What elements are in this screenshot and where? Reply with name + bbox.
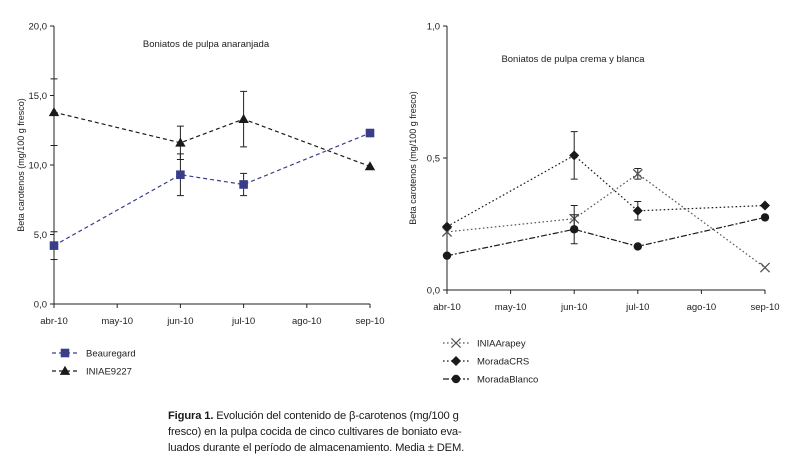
left-chart-y-tick-label: 5,0: [34, 230, 47, 241]
left-chart-legend-label: INIAE9227: [86, 367, 132, 378]
right-chart-legend-label: INIAArapey: [477, 339, 526, 350]
left-chart-y-tick-label: 10,0: [29, 161, 48, 172]
left-chart-legend-entry: Beauregard: [52, 349, 136, 360]
left-chart-legend-entry: INIAE9227: [52, 365, 132, 378]
right-chart-data-point: [441, 226, 453, 237]
left-chart-data-point: [49, 241, 59, 250]
left-chart-x-tick-label: abr-10: [40, 316, 67, 327]
right-chart-data-point: [632, 168, 643, 179]
left-chart-title: Boniatos de pulpa anaranjada: [143, 39, 270, 50]
right-chart-y-label: Beta carotenos (mg/100 g fresco): [408, 91, 418, 225]
right-chart-series-line: [446, 173, 766, 269]
left-chart-x-tick-label: sep-10: [355, 316, 384, 327]
left-chart-legend-marker: [59, 365, 71, 375]
left-chart-series-line: [53, 111, 371, 167]
left-chart-y-tick-label: 20,0: [29, 22, 48, 33]
right-chart-data-point: [442, 251, 452, 260]
left-chart-x-tick-label: jun-10: [166, 316, 193, 327]
right-chart-data-point: [633, 242, 642, 251]
left-chart-data-point: [364, 161, 376, 171]
left-chart-y-label: Beta carotenos (mg/100 g fresco): [16, 98, 26, 232]
left-chart-series-line: [53, 132, 371, 247]
left-chart-x-tick-label: jul-10: [231, 316, 255, 327]
left-chart-legend-marker: [60, 348, 70, 358]
right-chart-x-tick-label: jun-10: [560, 302, 587, 313]
right-chart-legend-entry: MoradaBlanco: [443, 375, 538, 386]
right-chart-x-tick-label: may-10: [495, 302, 527, 313]
right-chart-series-MoradaBlanco: [442, 213, 770, 260]
right-chart-data-point: [570, 225, 579, 234]
left-chart-y-tick-label: 15,0: [29, 91, 48, 102]
right-chart-x-tick-label: ago-10: [687, 302, 717, 313]
right-chart-x-tick-label: jul-10: [625, 302, 649, 313]
right-chart-x-tick-label: sep-10: [750, 302, 779, 313]
right-chart-legend-marker: [451, 356, 461, 366]
figure-caption: Figura 1. Evolución del contenido de β-c…: [168, 408, 468, 456]
left-chart-legend-label: Beauregard: [86, 349, 136, 360]
left-chart: 0,0 5,0 10,0 15,0 20,0 abr-10 may-10 jun-10 jul-…: [16, 22, 385, 378]
right-chart-legend-marker: [451, 374, 461, 384]
right-chart-data-point: [442, 221, 452, 232]
right-chart-data-point: [569, 150, 580, 161]
left-chart-data-point: [365, 128, 375, 138]
right-chart-series-MoradaCRS: [442, 131, 770, 232]
caption-label: Figura 1.: [168, 410, 214, 422]
left-chart-series-Beauregard: [49, 128, 375, 261]
right-chart-y-tick-label: 0,5: [427, 154, 440, 165]
right-chart-data-point: [760, 213, 770, 222]
right-chart-legend-marker: [450, 337, 462, 349]
right-chart-series-line: [446, 216, 766, 257]
left-chart-y-tick-label: 0,0: [34, 300, 47, 311]
right-chart-legend-entry: INIAArapey: [443, 337, 526, 350]
caption-text: Evolución del contenido de β-carotenos (…: [168, 410, 465, 454]
right-chart-series-INIAArapey: [441, 168, 771, 273]
right-chart-y-tick-label: 1,0: [427, 22, 440, 33]
left-chart-data-point: [239, 180, 248, 189]
right-chart: 0,0 0,5 1,0 abr-10 may-10 jun-10 jul-10 ago-10 s…: [408, 22, 780, 386]
right-chart-data-point: [632, 205, 643, 216]
left-chart-data-point: [238, 113, 249, 124]
left-chart-data-point: [176, 170, 185, 180]
left-chart-x-tick-label: may-10: [101, 316, 133, 327]
right-chart-data-point: [760, 200, 770, 211]
right-chart-legend-label: MoradaBlanco: [477, 375, 538, 386]
right-chart-data-point: [759, 262, 771, 273]
right-chart-legend-label: MoradaCRS: [477, 357, 529, 368]
left-chart-series-INIAE9227: [48, 78, 376, 171]
right-chart-title: Boniatos de pulpa crema y blanca: [501, 54, 645, 65]
right-chart-x-tick-label: abr-10: [433, 302, 460, 313]
right-chart-series-line: [446, 154, 766, 228]
left-chart-data-point: [175, 137, 186, 147]
right-chart-y-tick-label: 0,0: [427, 286, 440, 297]
left-chart-x-tick-label: ago-10: [292, 316, 322, 327]
left-chart-data-point: [48, 106, 60, 117]
right-chart-legend-entry: MoradaCRS: [443, 356, 529, 368]
